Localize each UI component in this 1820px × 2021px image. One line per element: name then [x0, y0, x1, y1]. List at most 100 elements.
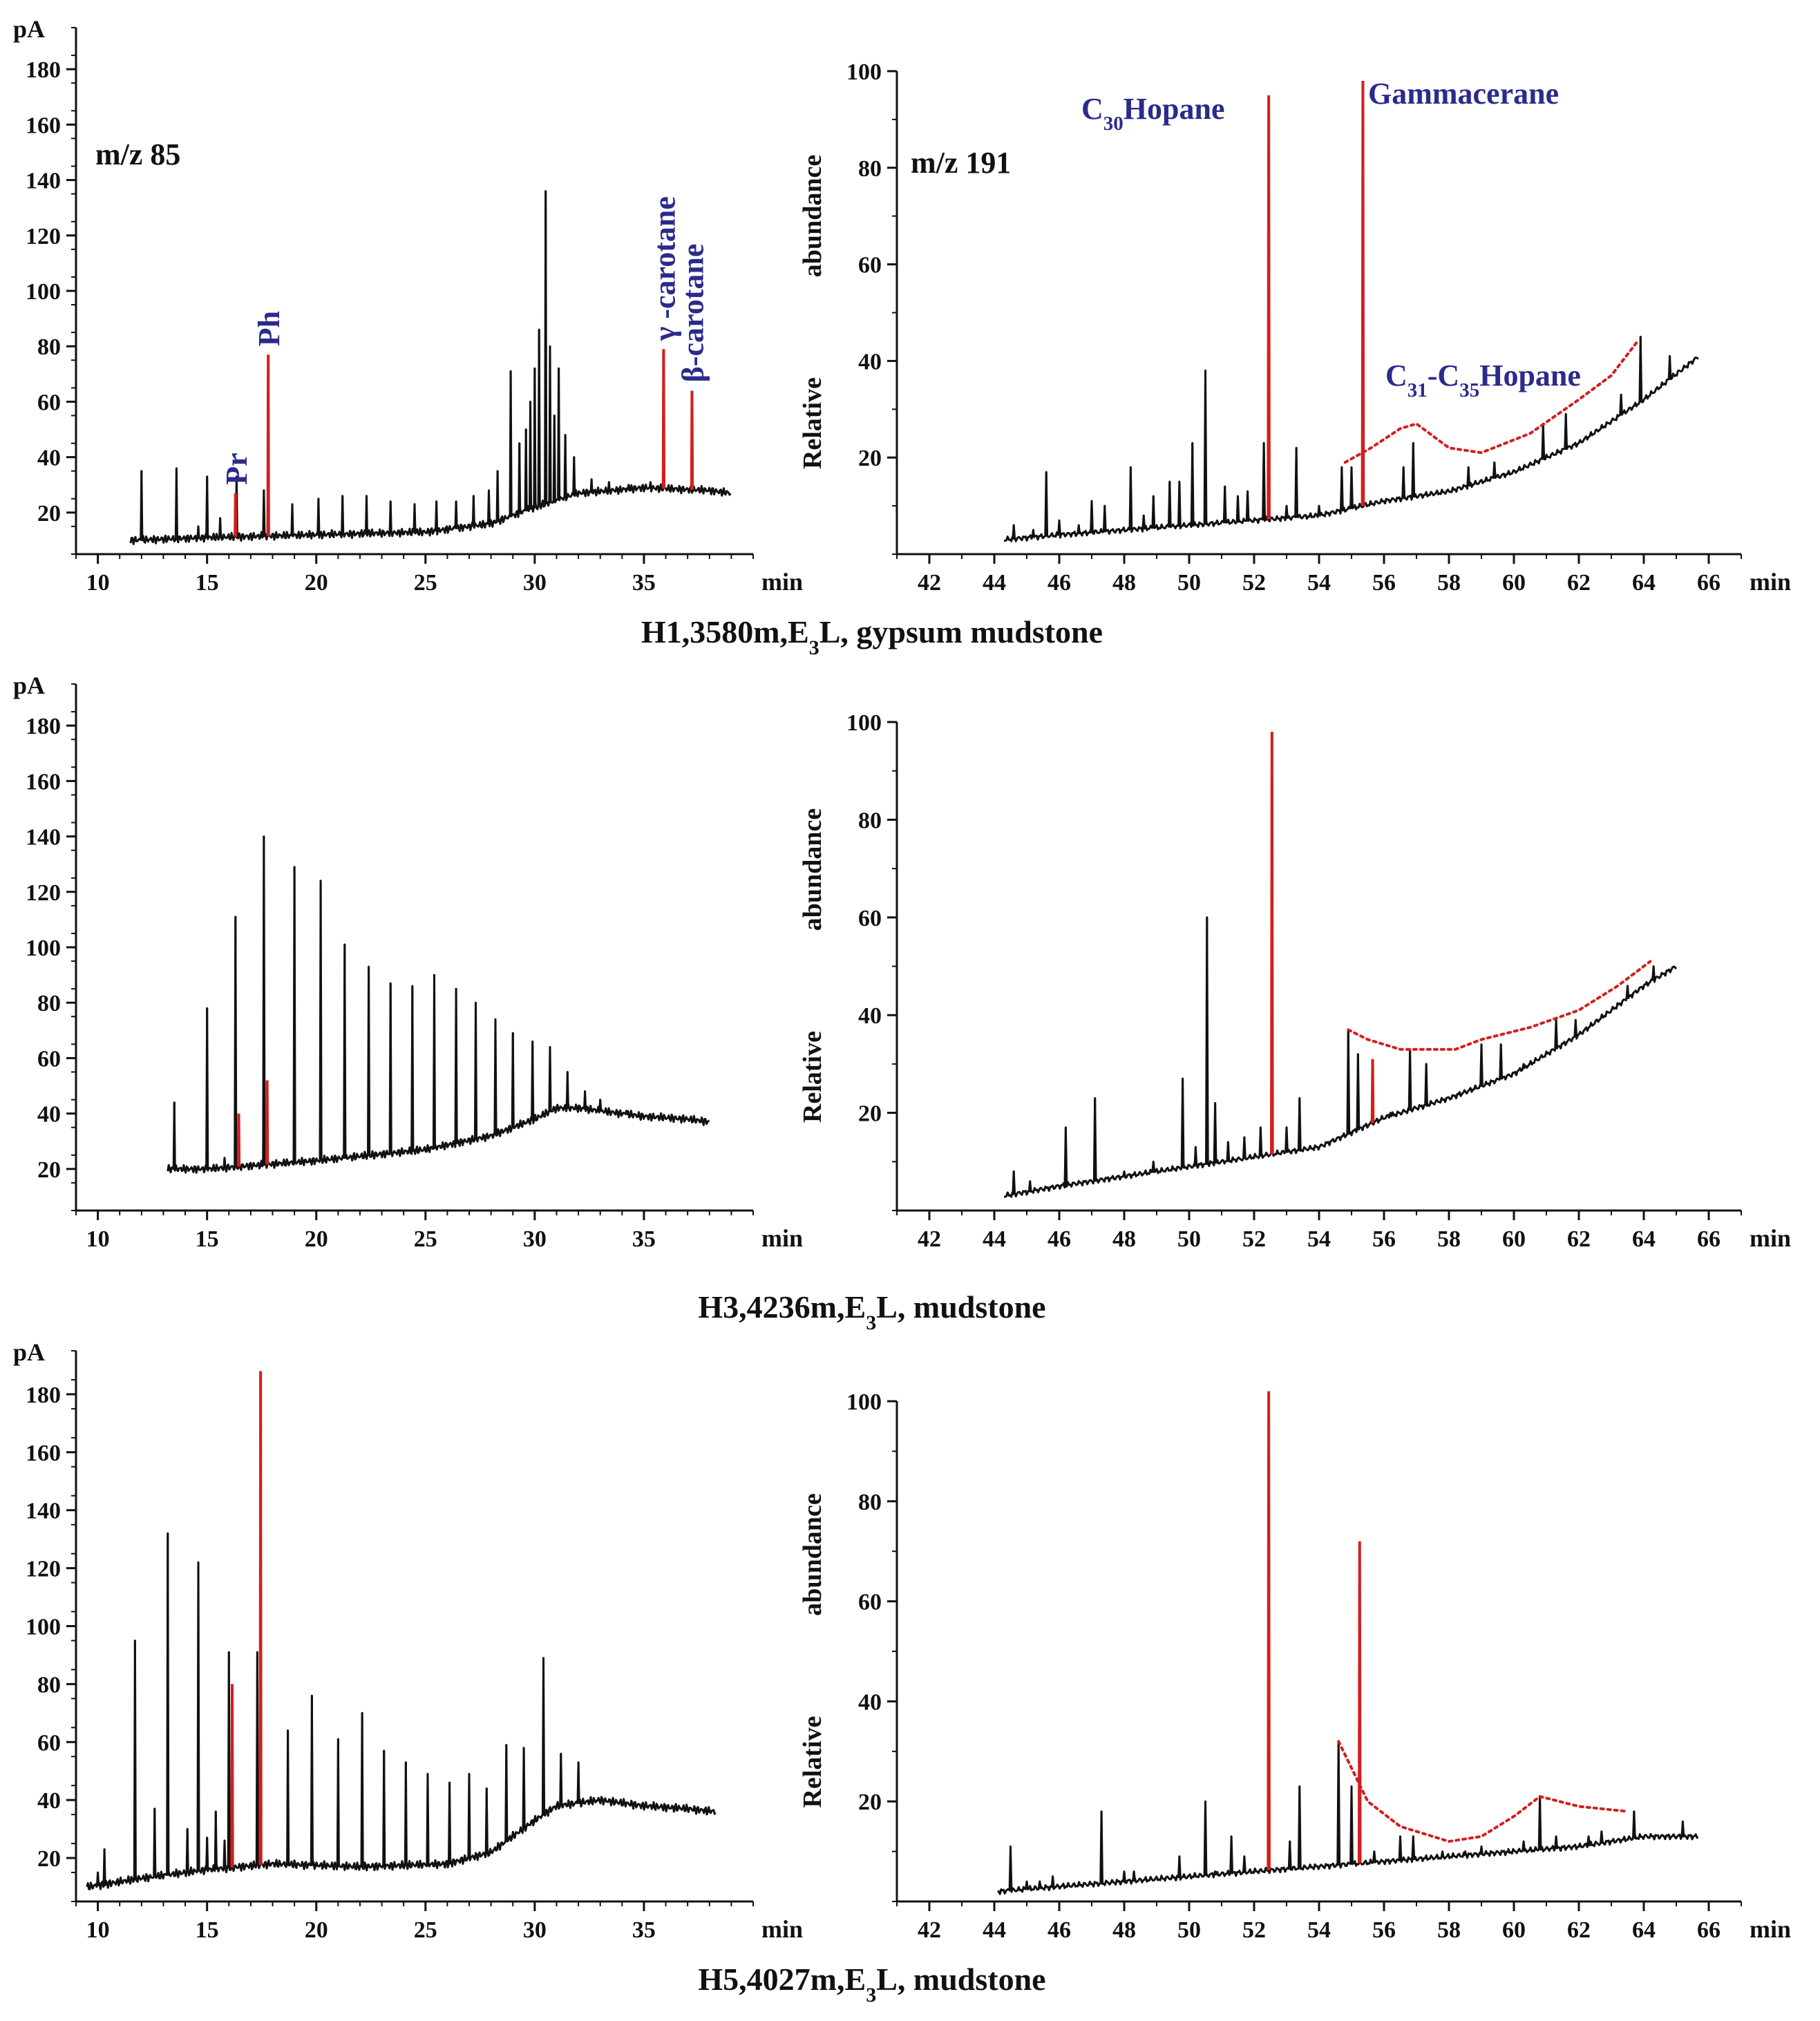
- x-tick-label: 48: [1112, 1917, 1136, 1943]
- y-tick-label: 160: [26, 113, 61, 138]
- y-axis-label: pA: [13, 15, 45, 43]
- x-axis-label: min: [761, 568, 803, 596]
- y-tick-label: 40: [37, 446, 61, 471]
- x-tick-label: 42: [918, 1917, 941, 1943]
- y-axis-label: pA: [13, 672, 45, 699]
- x-tick-label: 44: [983, 570, 1006, 596]
- x-tick-label: 52: [1242, 570, 1266, 596]
- y-tick-label: 100: [26, 1615, 61, 1640]
- x-tick-label: 42: [918, 1226, 941, 1252]
- annotation-c31-c35-hopane: C31-C35Hopane: [1385, 359, 1581, 401]
- sample-caption: H3,4236m,E3L, mudstone: [698, 1289, 1045, 1334]
- highlight-peak: [1270, 732, 1274, 1155]
- ion-label: m/z 85: [95, 137, 180, 171]
- x-axis-label: min: [761, 1915, 803, 1943]
- highlight-peak: [1361, 80, 1365, 506]
- x-axis-label: min: [1750, 568, 1791, 596]
- y-tick-label: 80: [37, 1672, 61, 1698]
- x-tick-label: 66: [1697, 1917, 1721, 1943]
- chart-h1-mz85: 20 40 60 80 100 120 140 160 180 10 15 20 25 30 35 min pA…: [13, 15, 1103, 659]
- y-tick-label: 60: [37, 1046, 61, 1072]
- y-tick-label: 20: [37, 1846, 61, 1872]
- y-tick-label: 80: [37, 334, 61, 360]
- y-tick-label: 60: [37, 390, 61, 415]
- x-tick-label: 35: [632, 1226, 656, 1252]
- x-tick-label: 58: [1437, 1917, 1461, 1943]
- x-tick-label: 56: [1372, 1226, 1396, 1252]
- x-tick-label: 48: [1112, 570, 1136, 596]
- y-tick-label: 160: [26, 1441, 61, 1466]
- x-tick-label: 54: [1307, 570, 1331, 596]
- y-tick-label: 180: [26, 1383, 61, 1408]
- x-tick-label: 44: [983, 1226, 1006, 1252]
- y-tick-label: 40: [37, 1102, 61, 1128]
- x-tick-label: 50: [1177, 1917, 1201, 1943]
- highlight-peak: [1370, 1059, 1375, 1123]
- y-tick-label: 120: [26, 224, 61, 249]
- y-tick-label: 20: [858, 446, 882, 471]
- y-tick-label: 180: [26, 57, 61, 83]
- peak-label: Ph: [252, 311, 286, 346]
- x-tick-label: 25: [414, 570, 437, 596]
- x-tick-label: 30: [523, 1917, 547, 1943]
- y-tick-label: 40: [858, 1003, 882, 1029]
- x-tick-label: 52: [1242, 1917, 1266, 1943]
- y-tick-label: 40: [858, 1689, 882, 1715]
- chromatogram-trace: [997, 1740, 1699, 1895]
- sample-caption: H1,3580m,E3L, gypsum mudstone: [641, 614, 1103, 659]
- y-tick-label: 180: [26, 714, 61, 739]
- x-tick-label: 30: [523, 1226, 547, 1252]
- y-axis-label-relative: Relative: [798, 1716, 827, 1808]
- x-tick-label: 58: [1437, 570, 1461, 596]
- x-tick-label: 66: [1697, 570, 1721, 596]
- y-tick-label: 20: [37, 501, 61, 526]
- y-axis-label: pA: [13, 1338, 45, 1366]
- y-tick-label: 80: [858, 156, 882, 182]
- chart-h5-mz85: 20 40 60 80 100 120 140 160 180 10 15 20 25 30 35 min pA…: [13, 1338, 1046, 2006]
- x-tick-label: 60: [1502, 1917, 1526, 1943]
- chromatogram-trace: [129, 190, 732, 545]
- y-tick-label: 20: [858, 1790, 882, 1815]
- hopane-envelope: [1347, 960, 1652, 1051]
- y-tick-label: 40: [858, 349, 882, 374]
- x-tick-label: 10: [86, 1226, 110, 1252]
- y-tick-label: 120: [26, 880, 61, 906]
- y-tick-label: 40: [37, 1788, 61, 1814]
- y-axis-label-relative: Relative: [798, 377, 827, 469]
- x-tick-label: 46: [1048, 1917, 1071, 1943]
- x-tick-label: 25: [414, 1917, 437, 1943]
- chart-h3-mz191: 20 40 60 80 100 42 44 46 48 50 52 54 56 58 60 62 64 66 min…: [798, 710, 1791, 1252]
- highlight-peak: [1267, 95, 1271, 520]
- x-tick-label: 64: [1632, 1226, 1656, 1252]
- x-tick-label: 35: [632, 570, 656, 596]
- x-tick-label: 50: [1177, 570, 1201, 596]
- x-tick-label: 25: [414, 1226, 437, 1252]
- x-tick-label: 60: [1502, 1226, 1526, 1252]
- chart-h5-mz191: 20 40 60 80 100 42 44 46 48 50 52 54 56 58 60 62 64 66 min…: [798, 1389, 1791, 1943]
- y-tick-label: 20: [37, 1157, 61, 1183]
- x-tick-label: 20: [305, 1226, 328, 1252]
- peak-label: Pr: [220, 453, 254, 484]
- y-tick-label: 100: [846, 710, 882, 736]
- x-tick-label: 30: [523, 570, 547, 596]
- highlight-peak: [266, 354, 270, 536]
- peak-label: γ -carotane: [647, 196, 681, 341]
- highlight-peak: [661, 349, 666, 488]
- y-tick-label: 60: [858, 906, 882, 931]
- ion-label: m/z 191: [911, 146, 1011, 180]
- annotation-gammacerane: Gammacerane: [1368, 77, 1559, 111]
- x-tick-label: 15: [196, 570, 219, 596]
- y-tick-label: 140: [26, 169, 61, 194]
- x-tick-label: 35: [632, 1917, 656, 1943]
- y-tick-label: 20: [858, 1101, 882, 1127]
- y-axis-label-abundance: abundance: [798, 1493, 827, 1615]
- highlight-peak: [1267, 1391, 1271, 1870]
- x-tick-label: 44: [983, 1917, 1006, 1943]
- chromatogram-trace: [167, 835, 710, 1174]
- highlight-peak: [236, 1113, 241, 1167]
- highlight-peak: [234, 493, 238, 537]
- x-tick-label: 20: [305, 570, 328, 596]
- x-tick-label: 42: [918, 570, 941, 596]
- x-tick-label: 66: [1697, 1226, 1721, 1252]
